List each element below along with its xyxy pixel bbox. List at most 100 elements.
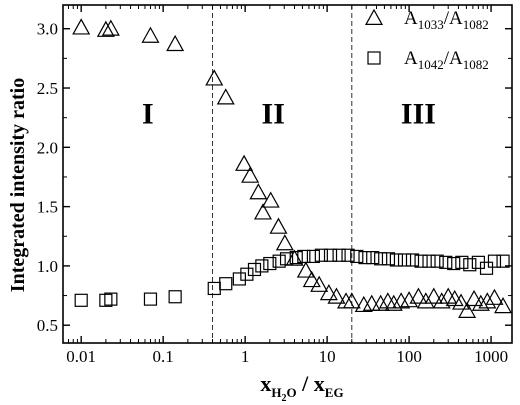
- square-point: [350, 249, 364, 264]
- square-point: [447, 256, 461, 271]
- square-point: [358, 251, 372, 265]
- region-label-1: I: [142, 98, 154, 131]
- triangle-point: [319, 283, 338, 301]
- square-point: [332, 248, 346, 262]
- triangle-point: [310, 275, 329, 292]
- triangle-point: [216, 88, 235, 105]
- triangle-point: [241, 166, 260, 183]
- square-point: [207, 281, 221, 296]
- y-axis-label: Integrated intensity ratio: [7, 78, 29, 292]
- triangle-point: [424, 287, 443, 304]
- triangle-point: [471, 294, 490, 311]
- triangle-point: [96, 20, 115, 37]
- triangle-point: [371, 294, 390, 311]
- plot-frame: [62, 4, 513, 344]
- triangle-point: [485, 288, 504, 305]
- triangle-point: [235, 154, 254, 171]
- square-point: [314, 248, 328, 262]
- triangle-point: [275, 234, 294, 251]
- square-point: [104, 292, 118, 306]
- triangle-point: [249, 183, 268, 200]
- y-tick-label: 3.0: [37, 20, 58, 39]
- square-point: [389, 253, 403, 267]
- triangle-point: [261, 191, 280, 208]
- square-point: [143, 292, 158, 306]
- x-tick-label: 1000: [474, 347, 508, 366]
- square-point: [74, 293, 88, 307]
- square-point: [496, 254, 510, 268]
- x-tick-label: 0.1: [153, 347, 174, 366]
- triangle-point: [416, 292, 435, 309]
- square-point: [374, 252, 388, 266]
- triangle-point: [302, 270, 321, 288]
- x-tick-label: 10: [319, 347, 336, 366]
- legend-marker-1: [364, 8, 384, 25]
- triangle-point: [269, 217, 288, 234]
- square-point: [341, 248, 355, 262]
- triangle-point: [327, 287, 346, 304]
- square-point: [255, 259, 269, 273]
- square-point: [439, 255, 453, 269]
- square-point: [405, 253, 420, 267]
- x-tick-label: 0.01: [66, 347, 96, 366]
- triangle-point: [478, 292, 497, 309]
- square-point: [306, 249, 320, 264]
- triangle-point: [465, 289, 484, 307]
- triangle-point: [494, 296, 513, 314]
- triangle-point: [432, 292, 451, 309]
- triangle-point: [166, 34, 185, 52]
- square-point: [366, 251, 380, 265]
- y-tick-label: 0.5: [37, 316, 58, 335]
- triangle-point: [458, 301, 477, 318]
- triangle-point: [205, 69, 224, 86]
- y-tick-label: 2.0: [37, 138, 58, 157]
- triangle-point: [342, 292, 361, 309]
- triangle-point: [72, 18, 91, 35]
- square-point: [247, 262, 262, 277]
- square-point: [414, 254, 428, 268]
- square-point: [289, 251, 303, 265]
- square-point: [272, 254, 286, 268]
- y-tick-label: 1.0: [37, 257, 58, 276]
- triangle-point: [409, 287, 428, 304]
- triangle-point: [384, 294, 403, 311]
- square-point: [279, 252, 294, 266]
- x-tick-label: 1: [241, 347, 250, 366]
- square-point: [168, 290, 182, 304]
- legend-label-1: A1033/A1082: [404, 8, 489, 32]
- x-axis-label: xH2O / xEG: [260, 371, 343, 404]
- square-point: [263, 256, 277, 271]
- triangle-point: [354, 295, 373, 313]
- region-label-3: III: [401, 98, 436, 131]
- legend-label-2: A1042/A1082: [404, 48, 489, 72]
- y-tick-label: 1.5: [37, 198, 58, 217]
- triangle-point: [452, 293, 471, 310]
- legend-marker-2: [367, 51, 381, 65]
- triangle-point: [296, 261, 315, 278]
- x-tick-label: 100: [396, 347, 422, 366]
- square-point: [240, 267, 254, 281]
- triangle-point: [141, 26, 160, 43]
- square-point: [99, 293, 113, 307]
- region-label-2: II: [262, 98, 285, 131]
- square-point: [381, 252, 396, 266]
- triangle-point: [378, 292, 397, 309]
- square-point: [397, 253, 412, 267]
- square-point: [430, 254, 444, 268]
- square-point: [479, 261, 494, 275]
- triangle-point: [392, 292, 411, 309]
- square-point: [455, 255, 469, 269]
- triangle-point: [101, 19, 120, 36]
- triangle-point: [253, 203, 272, 220]
- y-tick-label: 2.5: [37, 79, 58, 98]
- square-point: [323, 248, 338, 262]
- square-point: [219, 277, 233, 291]
- square-point: [232, 272, 246, 286]
- square-point: [422, 254, 436, 268]
- square-point: [487, 254, 502, 268]
- square-point: [463, 258, 477, 272]
- triangle-point: [362, 294, 381, 311]
- square-point: [297, 249, 311, 264]
